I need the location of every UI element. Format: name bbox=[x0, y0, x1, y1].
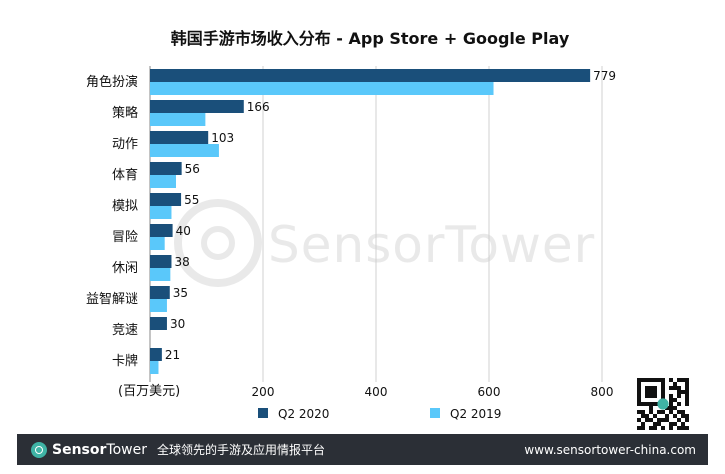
qr-code-icon bbox=[637, 378, 689, 430]
x-axis-unit-label: (百万美元) bbox=[118, 384, 180, 399]
category-label: 竞速 bbox=[112, 322, 138, 338]
data-label: 21 bbox=[165, 348, 180, 362]
chart-title: 韩国手游市场收入分布 - App Store + Google Play bbox=[171, 29, 570, 48]
x-tick-label: 600 bbox=[478, 385, 501, 399]
x-tick-label: 800 bbox=[591, 385, 614, 399]
bar-q2-2020 bbox=[150, 69, 591, 82]
footer-tagline: 全球领先的手游及应用情报平台 bbox=[156, 443, 325, 457]
bar-q2-2019 bbox=[150, 82, 494, 95]
bar-q2-2019 bbox=[150, 113, 206, 126]
x-tick-label: 200 bbox=[252, 385, 275, 399]
watermark: SensorTower bbox=[174, 199, 595, 287]
bar-q2-2020 bbox=[150, 317, 167, 330]
bar-q2-2020 bbox=[150, 162, 182, 175]
bar-q2-2020 bbox=[150, 193, 182, 206]
data-label: 56 bbox=[185, 162, 200, 176]
legend-label: Q2 2020 bbox=[278, 407, 329, 421]
x-axis-ticks: 200 400 600 800 bbox=[252, 385, 614, 399]
sensortower-logo-icon bbox=[31, 441, 47, 458]
brand-part-2: Tower bbox=[106, 441, 147, 458]
legend-swatch bbox=[258, 408, 268, 418]
legend-swatch bbox=[430, 408, 440, 418]
bar-q2-2019 bbox=[150, 206, 172, 219]
bar-q2-2020 bbox=[150, 348, 162, 361]
data-label: 38 bbox=[174, 255, 189, 269]
data-label: 40 bbox=[176, 224, 191, 238]
legend-label: Q2 2019 bbox=[450, 407, 501, 421]
bar-q2-2019 bbox=[150, 175, 176, 188]
footer-brand: SensorTower bbox=[52, 442, 147, 458]
bar-q2-2020 bbox=[150, 131, 209, 144]
category-label: 动作 bbox=[112, 137, 138, 152]
category-label: 冒险 bbox=[112, 230, 138, 245]
data-label: 30 bbox=[170, 317, 185, 331]
category-label: 模拟 bbox=[112, 199, 138, 214]
bar-chart: 韩国手游市场收入分布 - App Store + Google Play Sen… bbox=[86, 29, 616, 421]
watermark-text: SensorTower bbox=[268, 216, 595, 274]
footer-website-link[interactable]: www.sensortower-china.com bbox=[524, 442, 696, 457]
bar-q2-2019 bbox=[150, 268, 171, 281]
brand-part-1: Sensor bbox=[52, 441, 107, 458]
category-label: 益智解谜 bbox=[86, 292, 138, 307]
x-tick-label: 400 bbox=[365, 385, 388, 399]
bar-q2-2020 bbox=[150, 100, 244, 113]
category-label: 策略 bbox=[112, 105, 138, 121]
footer-bar: SensorTower 全球领先的手游及应用情报平台 www.sensortow… bbox=[17, 434, 708, 465]
data-label: 55 bbox=[184, 193, 199, 207]
legend: Q2 2020 Q2 2019 bbox=[258, 407, 501, 421]
bar-q2-2019 bbox=[150, 237, 165, 250]
data-label: 166 bbox=[247, 100, 270, 114]
category-label: 休闲 bbox=[112, 261, 138, 276]
data-label: 779 bbox=[593, 69, 616, 83]
category-label: 卡牌 bbox=[112, 353, 138, 369]
data-label: 35 bbox=[173, 286, 188, 300]
bar-q2-2019 bbox=[150, 144, 219, 157]
category-label: 体育 bbox=[112, 167, 138, 183]
bar-q2-2020 bbox=[150, 224, 173, 237]
bar-q2-2020 bbox=[150, 255, 172, 268]
category-label: 角色扮演 bbox=[86, 74, 138, 90]
bar-q2-2020 bbox=[150, 286, 170, 299]
bar-q2-2019 bbox=[150, 361, 159, 374]
bars: 779 166 103 56 55 40 38 35 30 21 bbox=[150, 69, 616, 374]
data-label: 103 bbox=[211, 131, 234, 145]
bar-q2-2019 bbox=[150, 299, 167, 312]
